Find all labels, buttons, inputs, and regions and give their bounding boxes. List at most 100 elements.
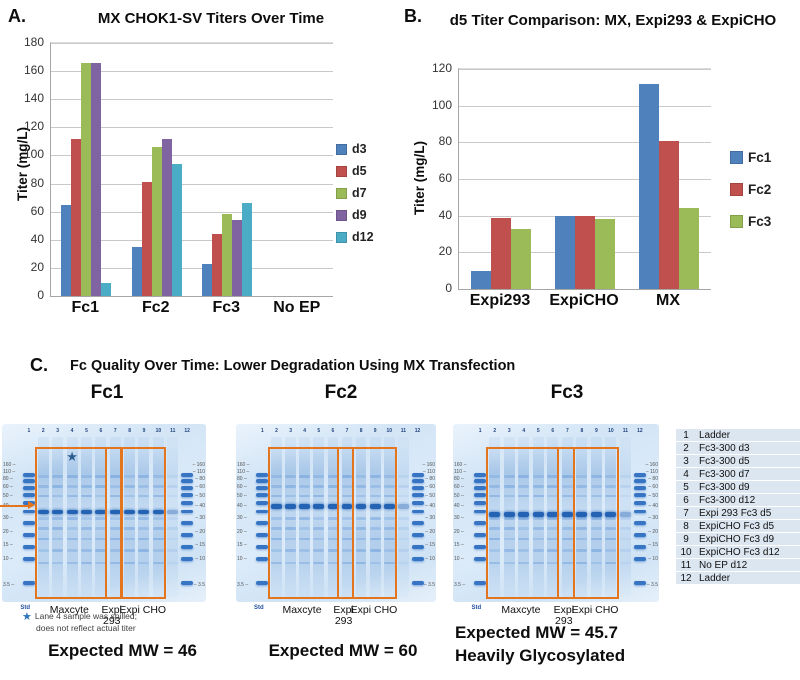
lane-legend-number: 10 <box>680 546 692 558</box>
main-band <box>341 504 353 509</box>
legend-swatch-d9 <box>336 209 347 221</box>
y-tick-label: 40 <box>30 231 44 246</box>
gel-band <box>95 485 107 488</box>
gel-band <box>590 475 602 478</box>
gel-band <box>95 549 107 552</box>
gel-band <box>383 527 395 530</box>
lane-number-5: 5 <box>85 428 88 434</box>
sample-lane-4 <box>66 437 78 597</box>
gel-band <box>576 549 588 552</box>
ladder-band <box>633 557 647 561</box>
sample-lane-9 <box>590 437 602 597</box>
expicho-box <box>352 447 397 599</box>
bar-group-Expi293 <box>471 217 531 289</box>
gel-band <box>576 485 588 488</box>
mw-marker-left-15: 15 – <box>3 542 13 549</box>
gel-band <box>561 549 573 552</box>
lane-legend-number: 5 <box>683 481 689 493</box>
group-label-expicho: Expi CHO <box>571 604 619 616</box>
bar-d9-Fc1 <box>91 62 102 296</box>
mw-marker-right-50: – 50 <box>425 493 435 500</box>
gel-band <box>124 494 136 498</box>
gel-band <box>271 517 282 520</box>
category-label-Expi293: Expi293 <box>469 292 531 309</box>
ladder-band <box>256 501 269 505</box>
bar-d12-Fc2 <box>171 163 182 296</box>
gel-band <box>590 561 602 565</box>
ladder-band <box>181 509 194 514</box>
y-tick-label: 60 <box>30 203 44 218</box>
gel-band <box>518 494 530 498</box>
ladder-band <box>256 521 269 525</box>
gel-band <box>138 537 150 541</box>
gel-fc1: 1 2 3 4 5 6 7 8 9 10 11 12 160 – – 160 110 – – 110 80 – –… <box>0 424 206 627</box>
gel-band <box>299 537 311 541</box>
gridline <box>51 127 333 129</box>
ladder-band <box>474 521 487 525</box>
ladder-band <box>22 473 36 477</box>
gel-band <box>398 537 409 541</box>
gel-band <box>576 561 588 565</box>
gridline <box>459 69 711 70</box>
ladder-band <box>256 479 269 484</box>
gel-band <box>124 527 136 530</box>
bar-Fc1-MX <box>639 83 659 289</box>
sample-lane-7 <box>341 437 353 597</box>
gel-band <box>605 517 617 520</box>
mw-marker-right-15: – 15 <box>648 542 658 549</box>
gel-band <box>285 561 296 565</box>
legend: Fc1 Fc2 Fc3 <box>730 150 771 229</box>
y-tick-label: 120 <box>23 119 44 134</box>
gel-band <box>124 485 136 488</box>
gel-band <box>398 475 409 478</box>
gel-band <box>80 537 92 541</box>
gel-band <box>561 561 573 565</box>
category-label-Fc1: Fc1 <box>71 299 100 316</box>
ladder-lane-1 <box>22 437 36 597</box>
ladder-band <box>256 557 269 561</box>
gel-band <box>605 549 617 552</box>
gel-band <box>66 527 78 530</box>
lane-legend-number: 1 <box>683 429 689 441</box>
legend-label-Fc1: Fc1 <box>748 150 772 165</box>
group-label-expi293-line2: 293 <box>334 615 353 627</box>
expected-mw-fc2: Expected MW = 60 <box>268 641 418 660</box>
category-labels: Expi293 ExpiCHO MX <box>458 292 710 310</box>
gel-band <box>52 485 64 488</box>
lane-legend-label: Ladder <box>699 429 731 441</box>
gel-band <box>605 561 617 565</box>
gel-band <box>313 475 325 478</box>
gel-band <box>167 549 179 552</box>
gel-band <box>66 517 78 520</box>
gel-band <box>532 537 544 541</box>
sample-lane-10 <box>152 437 164 597</box>
gel-band <box>285 475 296 478</box>
lane-number-3: 3 <box>289 428 292 434</box>
gel-band <box>95 561 107 565</box>
main-band <box>124 509 136 515</box>
lane-number-2: 2 <box>275 428 278 434</box>
gridline <box>459 179 711 180</box>
lane-number-7: 7 <box>345 428 349 434</box>
gel-band <box>383 549 395 552</box>
panel-a-title: MX CHOK1-SV Titers Over Time <box>97 10 325 27</box>
gel-band <box>95 527 107 530</box>
gel-band <box>590 549 602 552</box>
gel-band <box>66 475 78 478</box>
gel-band <box>355 527 367 530</box>
gel-band <box>619 549 631 552</box>
group-label-expi293-line2: 293 <box>555 615 573 627</box>
lane-legend-label: ExpiCHO Fc3 d9 <box>699 533 775 545</box>
gel-band <box>109 537 121 541</box>
group-label-expi293-line1: Expi <box>101 604 122 616</box>
gridline <box>459 142 711 144</box>
category-label-ExpiCHO: ExpiCHO <box>549 292 619 309</box>
lane-number-9: 9 <box>594 428 598 434</box>
gel-band <box>383 517 395 520</box>
main-band <box>547 512 559 517</box>
legend-swatch-Fc2 <box>730 183 743 196</box>
lane-legend-label: Fc3-300 d3 <box>699 442 750 454</box>
bar-d7-Fc1 <box>81 62 92 296</box>
gel-band <box>66 561 78 565</box>
gel-band <box>355 537 367 541</box>
